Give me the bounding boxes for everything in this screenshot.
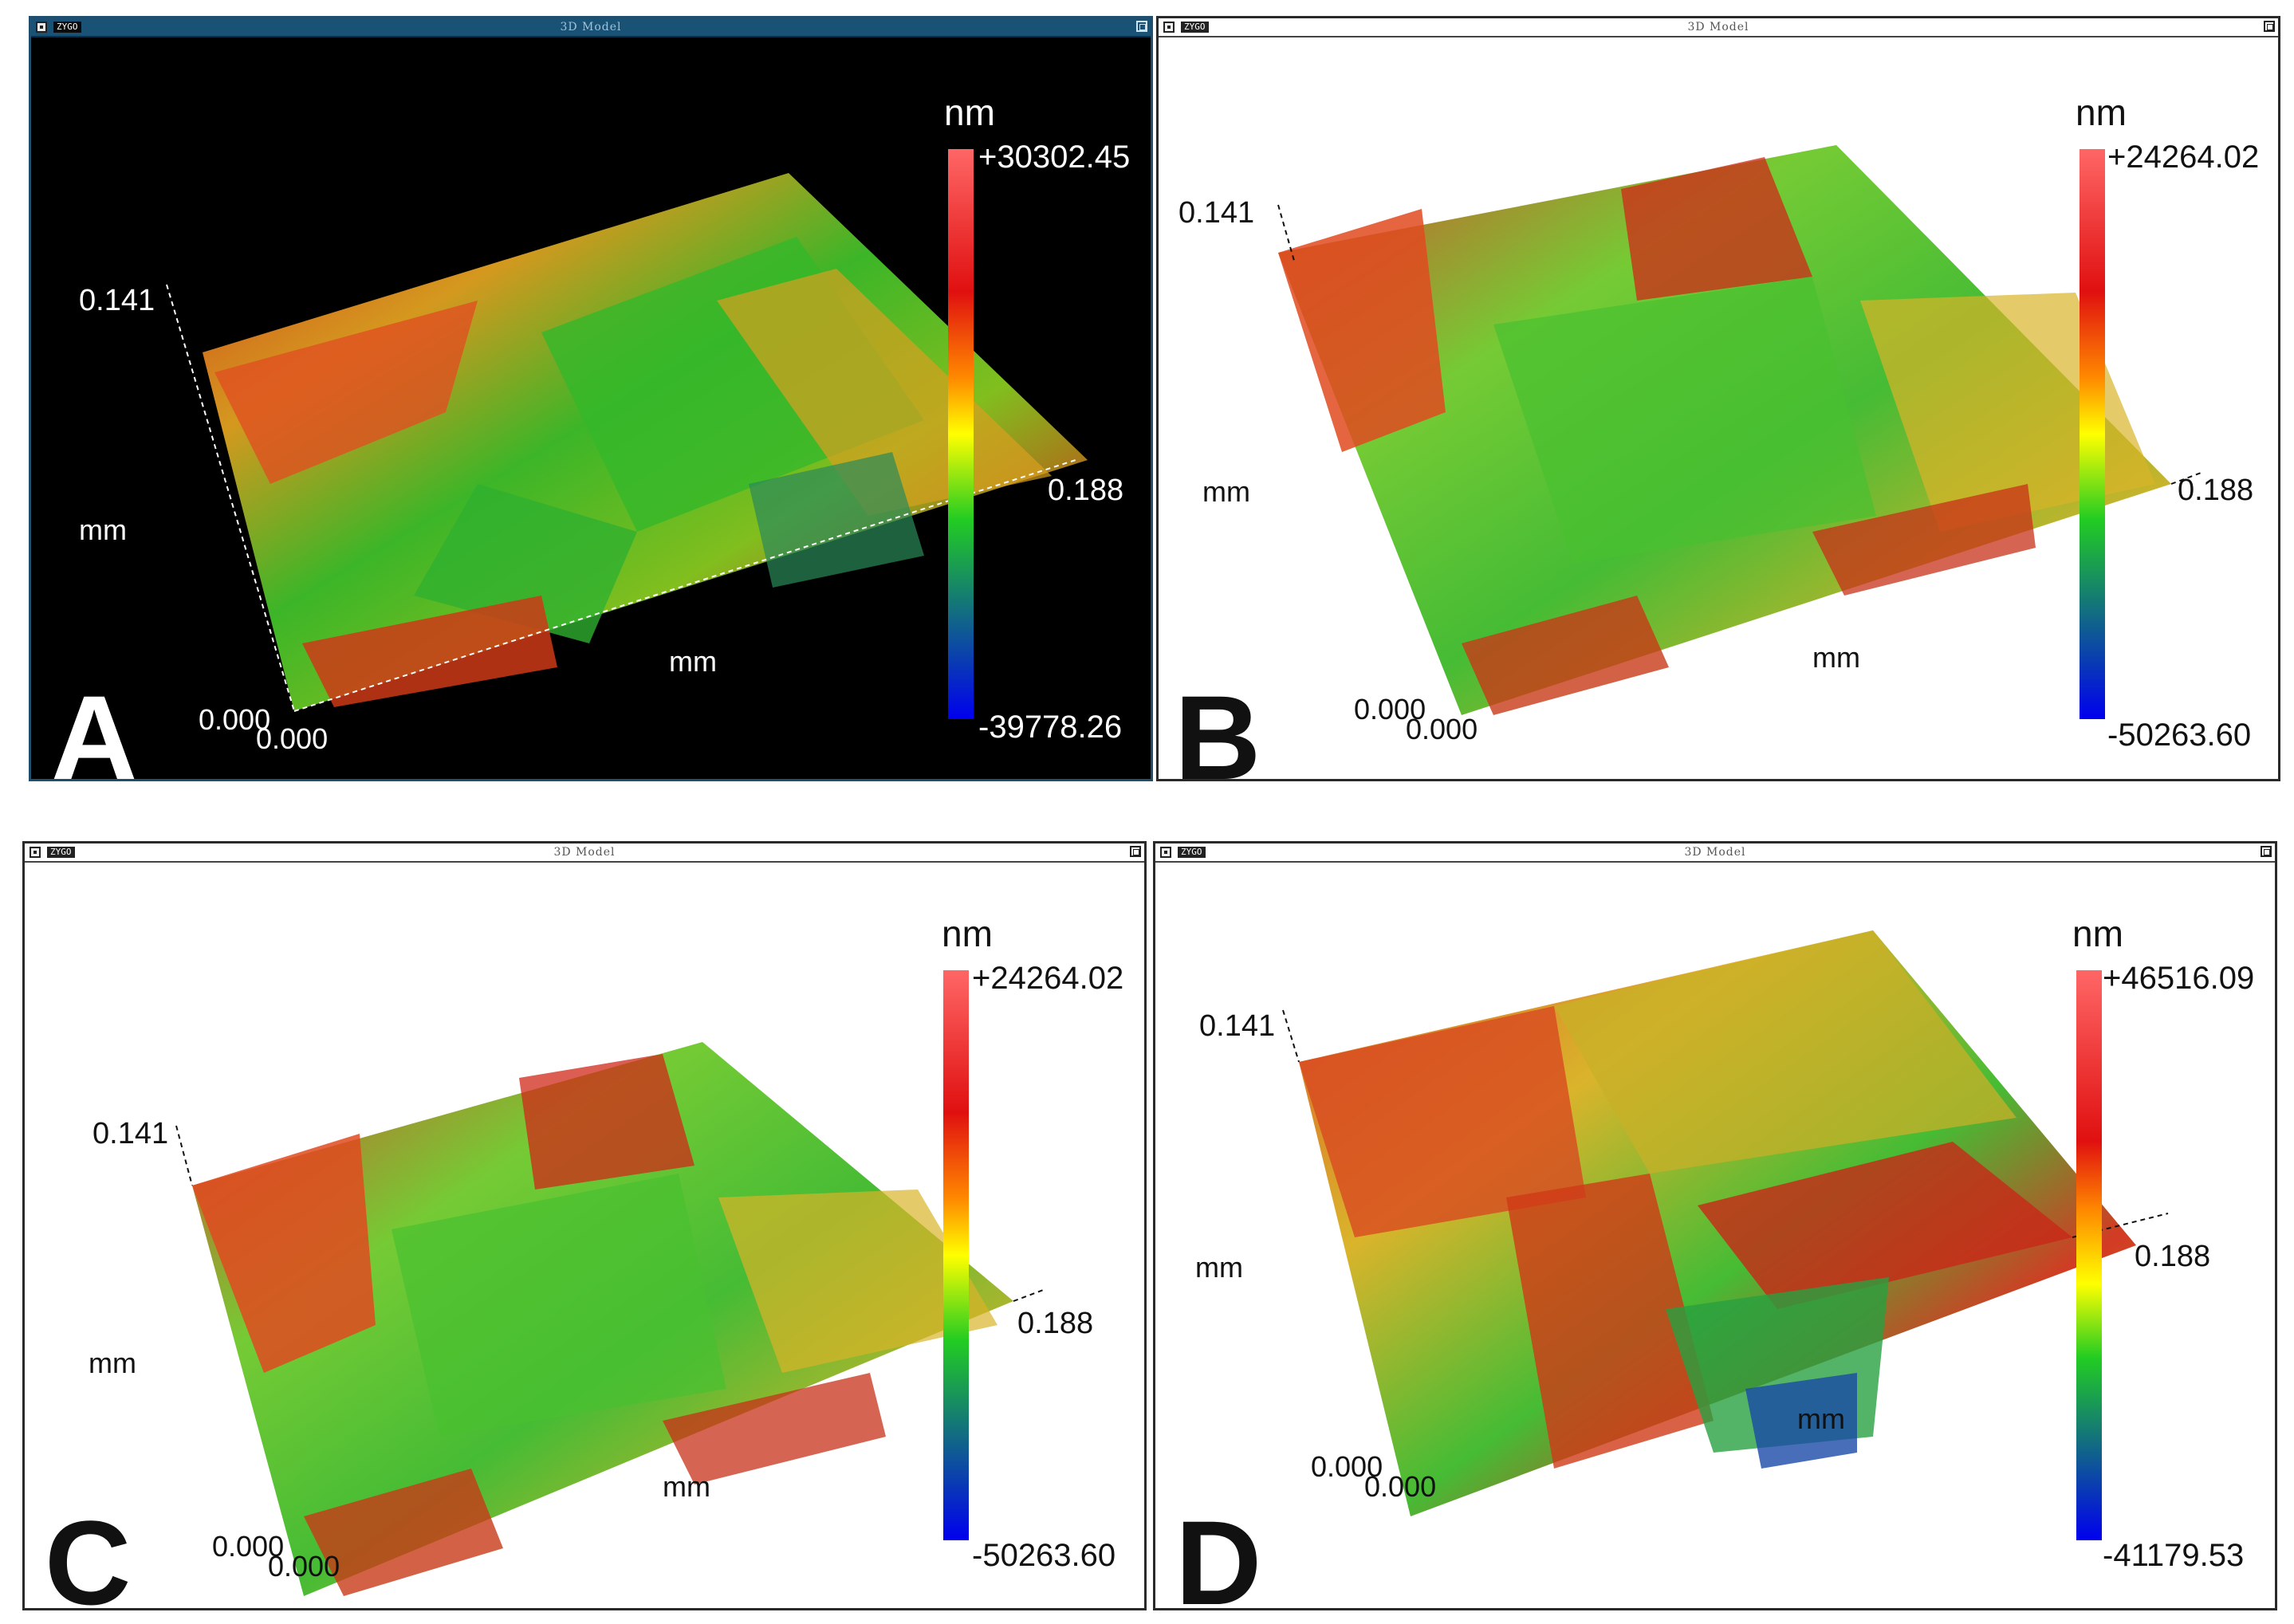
scale-min: -41179.53 [2103,1538,2244,1573]
scale-max: +24264.02 [2107,140,2259,175]
axis-y-line [166,284,295,712]
axis-y-line [175,1125,193,1186]
axis-y-origin: 0.000 [199,703,270,736]
scale-unit: nm [2076,92,2127,133]
system-menu-button[interactable] [1163,22,1175,33]
axis-y-origin: 0.000 [1354,693,1426,725]
window-title: 3D Model [553,846,616,859]
window-title: 3D Model [560,21,622,33]
axis-y-max: 0.141 [79,284,155,317]
title-bar[interactable]: ZYGO 3D Model [31,18,1151,37]
axis-x-unit: mm [663,1470,710,1503]
system-menu-button[interactable] [30,847,41,858]
maximize-button[interactable] [2264,21,2275,32]
scale-unit: nm [942,913,993,954]
axis-x-line [1013,1288,1046,1302]
window-panel-b: ZYGO 3D Model [1156,16,2280,781]
surface-mesh [1299,930,2136,1516]
window-panel-c: ZYGO 3D Model [22,841,1147,1610]
axis-y-max: 0.141 [1199,1009,1275,1043]
axis-x-origin: 0.000 [256,722,328,755]
surface-plot: 0.141 mm mm 0.188 0.000 0.000 nm +30302.… [51,92,1130,779]
window-panel-a: ZYGO 3D Model [29,16,1153,781]
scale-min: -39778.26 [978,710,1122,745]
axis-y-origin: 0.000 [1311,1450,1383,1483]
title-bar[interactable]: ZYGO 3D Model [25,843,1144,863]
axis-x-max: 0.188 [1017,1307,1093,1340]
axis-x-origin: 0.000 [1364,1470,1436,1503]
system-menu-button[interactable] [36,22,47,33]
app-tag: ZYGO [53,22,81,33]
axis-x-unit: mm [669,645,717,678]
surface-plot: 0.141 mm mm 0.188 0.000 0.000 nm +24264.… [45,913,1123,1608]
axis-x-line [2170,471,2204,485]
axis-y-line [1282,1009,1300,1063]
scale-min: -50263.60 [972,1538,1116,1573]
scale-max: +46516.09 [2103,961,2254,996]
plot-area: 0.141 mm mm 0.188 0.000 0.000 nm +24264.… [25,863,1144,1608]
scale-max: +30302.45 [978,140,1130,175]
color-scale-bar [943,970,969,1540]
axis-x-origin: 0.000 [268,1550,340,1583]
window-title: 3D Model [1684,846,1746,859]
axis-x-unit: mm [1812,641,1860,674]
scale-unit: nm [944,92,995,133]
plot-area: 0.141 mm mm 0.188 0.000 0.000 nm +30302.… [31,37,1151,779]
scale-max: +24264.02 [972,961,1123,996]
surface-mesh [1278,145,2171,715]
maximize-button[interactable] [2261,846,2272,857]
axis-y-unit: mm [79,513,127,546]
axis-x-max: 0.188 [2135,1240,2210,1273]
axis-y-unit: mm [1202,475,1250,508]
panel-letter: B [1175,670,1261,779]
color-scale-bar [948,149,974,719]
surface-plot: 0.141 mm mm 0.188 0.000 0.000 nm +46516.… [1175,913,2254,1608]
window-title: 3D Model [1687,21,1749,33]
title-bar[interactable]: ZYGO 3D Model [1155,843,2275,863]
app-tag: ZYGO [1181,22,1209,33]
plot-area: 0.141 mm mm 0.188 0.000 0.000 nm +46516.… [1155,863,2275,1608]
scale-min: -50263.60 [2107,718,2251,753]
panel-letter: D [1175,1496,1261,1608]
axis-y-line [1277,204,1295,261]
color-scale-bar [2076,970,2102,1540]
panel-letter: C [45,1496,131,1608]
axis-y-unit: mm [89,1347,136,1379]
axis-y-unit: mm [1195,1251,1243,1284]
axis-y-max: 0.141 [92,1117,168,1150]
panel-letter: A [51,670,137,779]
axis-x-line [2072,1213,2169,1238]
axis-x-max: 0.188 [1048,474,1123,507]
title-bar[interactable]: ZYGO 3D Model [1159,18,2278,37]
maximize-button[interactable] [1136,21,1147,32]
maximize-button[interactable] [1130,846,1141,857]
system-menu-button[interactable] [1160,847,1171,858]
surface-mesh [192,1042,1013,1596]
color-scale-bar [2080,149,2105,719]
axis-y-max: 0.141 [1178,196,1254,230]
surface-plot: 0.141 mm mm 0.188 0.000 0.000 nm +24264.… [1175,92,2259,779]
scale-unit: nm [2072,913,2123,954]
plot-area: 0.141 mm mm 0.188 0.000 0.000 nm +24264.… [1159,37,2278,779]
window-panel-d: ZYGO 3D Model [1153,841,2277,1610]
app-tag: ZYGO [47,847,75,858]
axis-x-unit: mm [1797,1402,1845,1435]
axis-x-max: 0.188 [2178,474,2253,507]
axis-y-origin: 0.000 [212,1530,284,1563]
axis-x-origin: 0.000 [1406,713,1478,745]
app-tag: ZYGO [1178,847,1206,858]
